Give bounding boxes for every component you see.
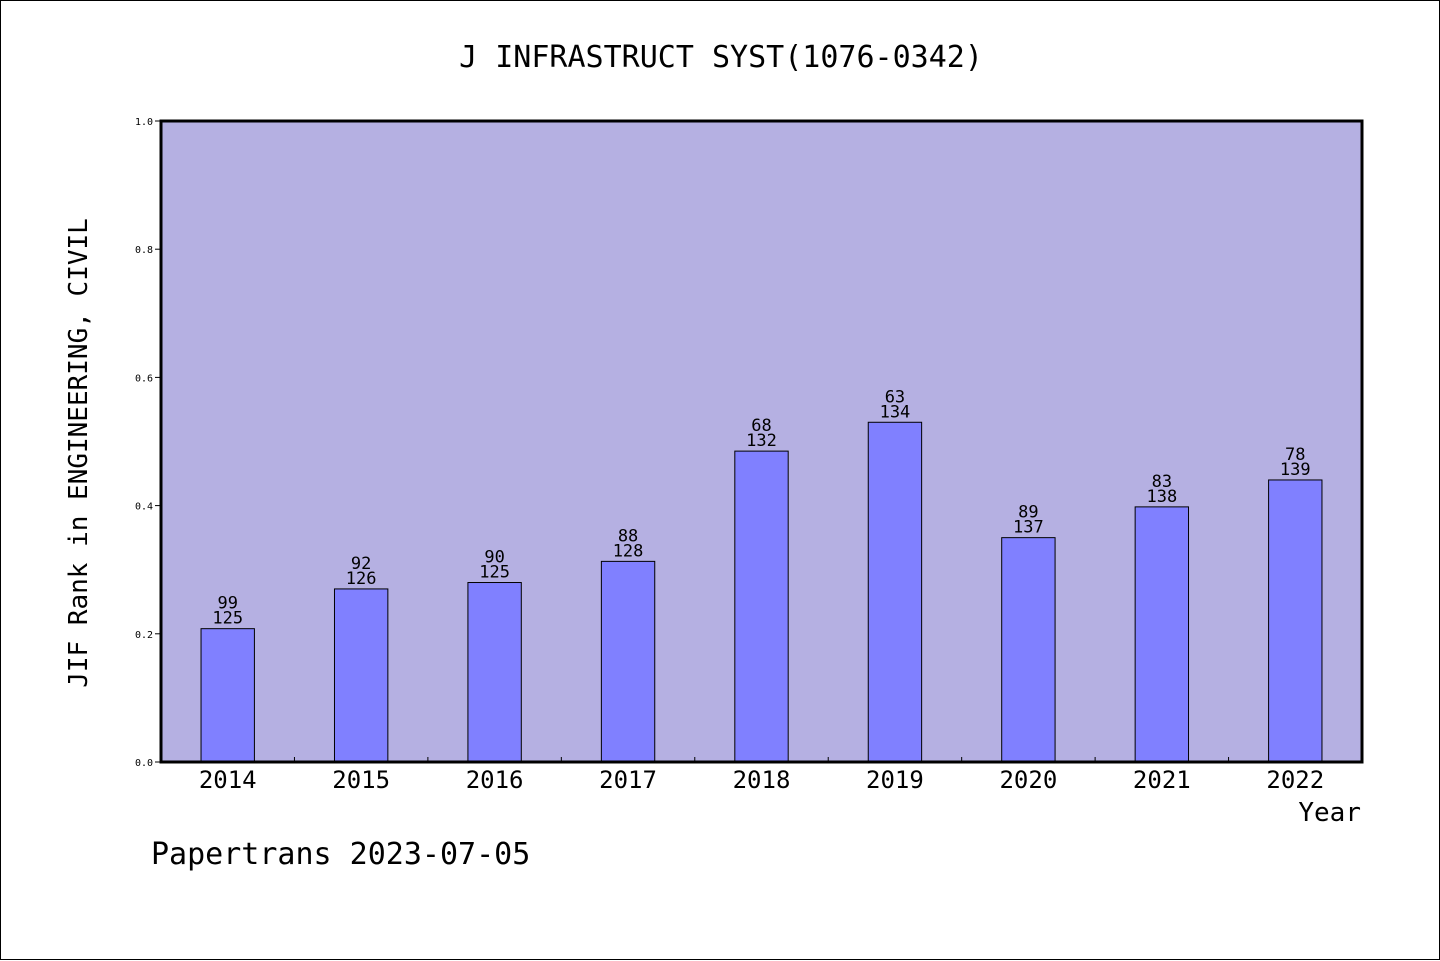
bar-total-label: 137 (1013, 518, 1044, 538)
bar-rank-label: 63 (885, 387, 905, 407)
bars-group: 9912592126901258812868132631348913783138… (200, 387, 1323, 763)
bar-2019 (867, 421, 923, 763)
y-axis-ticks: 0.0 0.2 0.4 0.6 0.8 1.0 (135, 117, 161, 769)
x-tick-label: 2021 (1133, 766, 1191, 794)
bar-total-label: 139 (1280, 460, 1311, 480)
x-axis-label: Year (1298, 798, 1361, 828)
footer-credit: Papertrans 2023-07-05 (151, 837, 530, 872)
bar-rank-label: 92 (351, 554, 371, 574)
bar-2015 (333, 588, 389, 763)
bar-2018 (734, 450, 789, 763)
bar-2021 (1134, 506, 1190, 763)
bar-rank-label: 88 (618, 526, 638, 546)
bar-total-label: 128 (613, 541, 644, 561)
bar-total-label: 138 (1146, 487, 1177, 507)
bar-rank-label: 90 (484, 548, 504, 568)
y-tick-label: 0.6 (135, 373, 153, 384)
y-tick-label: 0.2 (135, 630, 153, 641)
bar-total-label: 126 (346, 569, 377, 589)
x-tick-label: 2022 (1266, 766, 1324, 794)
bar-rank-label: 68 (751, 416, 771, 436)
bar-rank-label: 83 (1152, 472, 1172, 492)
bar-total-label: 132 (746, 431, 777, 451)
x-axis-ticks: 2014 2015 2016 2017 2018 2019 2020 2021 2022 (199, 757, 1324, 794)
x-tick-label: 2020 (999, 766, 1057, 794)
x-tick-label: 2014 (199, 766, 257, 794)
bar-2014 (200, 628, 255, 763)
plot-border (159, 119, 1364, 764)
y-tick-label: 1.0 (135, 117, 153, 128)
x-tick-label: 2017 (599, 766, 657, 794)
x-tick-label: 2019 (866, 766, 924, 794)
bar-total-label: 125 (479, 563, 510, 583)
x-tick-label: 2018 (733, 766, 791, 794)
y-axis-label: JIF Rank in ENGINEERING, CIVIL (64, 218, 94, 688)
x-tick-label: 2015 (332, 766, 390, 794)
bar-2016 (467, 582, 522, 763)
bar-2020 (1001, 537, 1056, 763)
bar-total-label: 134 (880, 402, 911, 422)
bar-rank-label: 99 (217, 594, 237, 614)
bar-total-label: 125 (212, 609, 243, 629)
x-tick-label: 2016 (466, 766, 524, 794)
y-tick-label: 0.0 (135, 758, 153, 769)
y-tick-label: 0.4 (135, 502, 153, 513)
bar-2022 (1268, 479, 1323, 763)
bar-2017 (600, 560, 656, 763)
chart-title: J INFRASTRUCT SYST(1076-0342) (459, 40, 983, 75)
y-tick-label: 0.8 (135, 245, 153, 256)
bar-rank-label: 78 (1285, 445, 1305, 465)
bar-rank-label: 89 (1018, 503, 1038, 523)
